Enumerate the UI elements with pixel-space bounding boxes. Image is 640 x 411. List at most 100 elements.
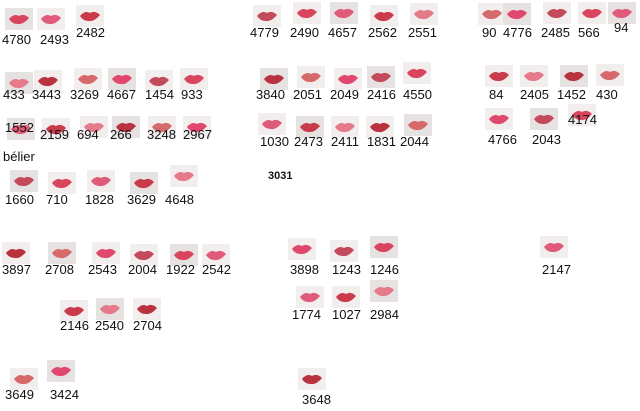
lip-swatch: [608, 2, 636, 24]
lip-swatch: [478, 3, 506, 25]
swatch-label: 84: [489, 87, 504, 102]
swatch-label: 3629: [127, 192, 156, 207]
lip-swatch: [202, 244, 230, 266]
swatch-label: 2051: [293, 87, 322, 102]
lip-swatch: [87, 170, 115, 192]
lip-swatch: [520, 65, 548, 87]
swatch-label: 2542: [202, 262, 231, 277]
lip-swatch: [543, 2, 571, 24]
swatch-label: 2704: [133, 318, 162, 333]
lip-swatch: [331, 116, 359, 138]
lip-swatch: [148, 116, 176, 138]
swatch-label: 2405: [520, 87, 549, 102]
lip-swatch: [253, 5, 281, 27]
lip-swatch: [568, 104, 596, 126]
swatch-label: 1246: [370, 262, 399, 277]
swatch-label: 2708: [45, 262, 74, 277]
lip-swatch: [96, 298, 124, 320]
lip-swatch: [74, 68, 102, 90]
swatch-label: 2147: [542, 262, 571, 277]
swatch-label: 4780: [2, 32, 31, 47]
swatch-label: 94: [614, 20, 629, 35]
swatch-label: 3840: [256, 87, 285, 102]
lip-swatch: [5, 72, 33, 94]
lip-swatch: [48, 172, 76, 194]
lip-swatch: [37, 8, 65, 30]
lip-swatch: [297, 66, 325, 88]
swatch-label: 3648: [302, 392, 331, 407]
lip-swatch: [370, 236, 398, 258]
swatch-label: 2540: [95, 318, 124, 333]
lip-swatch: [560, 65, 588, 87]
swatch-label: 4174: [568, 112, 597, 127]
swatch-label: 2967: [183, 127, 212, 142]
lip-swatch: [7, 118, 35, 140]
swatch-label: 710: [46, 192, 68, 207]
swatch-label: 266: [110, 127, 132, 142]
swatch-label: 4776: [503, 25, 532, 40]
lip-swatch: [76, 5, 104, 27]
swatch-label: 2482: [76, 25, 105, 40]
lip-swatch: [80, 116, 108, 138]
swatch-label: 4779: [250, 25, 279, 40]
swatch-label: 4667: [107, 87, 136, 102]
swatch-label: 2411: [331, 134, 359, 149]
swatch-label: 433: [3, 87, 25, 102]
swatch-label: 2146: [60, 318, 89, 333]
swatch-label: 1452: [557, 87, 586, 102]
lip-swatch: [170, 165, 198, 187]
swatch-label: 2043: [532, 132, 561, 147]
swatch-label: 2049: [330, 87, 359, 102]
lip-swatch: [10, 368, 38, 390]
lip-swatch: [485, 65, 513, 87]
lip-swatch: [404, 114, 432, 136]
lip-swatch: [130, 244, 158, 266]
lip-swatch: [5, 8, 33, 30]
swatch-label: 2004: [128, 262, 157, 277]
lip-swatch: [130, 172, 158, 194]
swatch-label: 1828: [85, 192, 114, 207]
bold-label: 3031: [268, 170, 293, 182]
swatch-label: 2551: [408, 25, 437, 40]
swatch-label: 2493: [40, 32, 69, 47]
swatch-label: 1454: [145, 87, 174, 102]
lip-swatch: [403, 62, 431, 84]
swatch-label: 1552: [5, 120, 34, 135]
swatch-label: 1774: [292, 307, 321, 322]
lip-swatch: [296, 286, 324, 308]
lip-swatch: [183, 116, 211, 138]
swatch-label: 1243: [332, 262, 361, 277]
swatch-label: 933: [181, 87, 203, 102]
swatch-label: 3424: [50, 387, 79, 402]
swatch-label: 1030: [260, 134, 289, 149]
lip-swatch: [60, 300, 88, 322]
lip-swatch: [330, 2, 358, 24]
lip-swatch: [503, 3, 531, 25]
swatch-label: 430: [596, 87, 618, 102]
swatch-label: 1660: [5, 192, 34, 207]
lip-swatch: [367, 66, 395, 88]
swatch-label: 4648: [165, 192, 194, 207]
swatch-label: 1831: [367, 134, 396, 149]
swatch-label: 2543: [88, 262, 117, 277]
swatch-label: 3898: [290, 262, 319, 277]
lip-swatch: [180, 68, 208, 90]
lip-swatch: [47, 360, 75, 382]
lip-swatch: [298, 368, 326, 390]
lip-swatch: [366, 116, 394, 138]
lip-swatch: [260, 68, 288, 90]
lip-swatch: [258, 113, 286, 135]
swatch-label: 2473: [294, 134, 323, 149]
lip-swatch: [370, 280, 398, 302]
swatch-label: 2416: [367, 87, 396, 102]
lip-swatch: [596, 64, 624, 86]
note: bélier: [3, 149, 35, 164]
lip-swatch: [42, 118, 70, 140]
swatch-label: 2044: [400, 134, 429, 149]
lip-swatch: [296, 116, 324, 138]
lip-swatch: [288, 238, 316, 260]
lip-swatch: [48, 242, 76, 264]
swatch-label: 2159: [40, 127, 69, 142]
lip-swatch: [410, 3, 438, 25]
lip-swatch: [530, 108, 558, 130]
